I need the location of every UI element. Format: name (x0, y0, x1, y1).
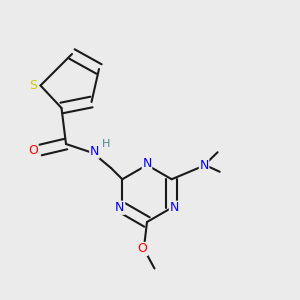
Text: N: N (200, 159, 209, 172)
Text: O: O (138, 242, 147, 256)
Text: O: O (28, 143, 38, 157)
Text: H: H (101, 139, 110, 149)
Text: N: N (115, 201, 124, 214)
Text: S: S (29, 79, 37, 92)
Text: N: N (90, 145, 99, 158)
Text: N: N (169, 201, 179, 214)
Text: N: N (142, 157, 152, 170)
